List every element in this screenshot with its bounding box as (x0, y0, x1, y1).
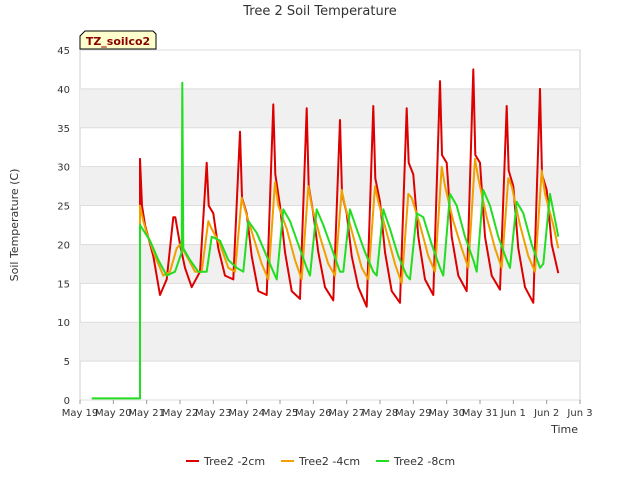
x-tick-label: May 25 (262, 408, 299, 419)
y-tick-label: 25 (57, 202, 70, 213)
x-tick-label: Jun 2 (533, 408, 559, 419)
badge-box (79, 30, 157, 50)
grid-band (80, 88, 580, 128)
series-line-2 (91, 81, 560, 400)
x-tick-label: Jun 3 (566, 408, 592, 419)
series-lines (91, 68, 560, 400)
y-tick-label: 35 (57, 124, 70, 135)
x-tick-label: May 30 (428, 408, 465, 419)
chart-title: Tree 2 Soil Temperature (242, 4, 397, 19)
y-axis-ticks: 0 5 10 15 20 25 30 35 40 45 (57, 46, 70, 407)
y-tick-label: 30 (57, 163, 70, 174)
x-tick-label: May 22 (162, 408, 199, 419)
y-tick-label: 15 (57, 279, 70, 290)
y-tick-label: 40 (57, 85, 70, 96)
y-tick-label: 10 (57, 318, 70, 329)
legend-label-1: Tree2 -4cm (298, 455, 360, 468)
y-tick-label: 0 (64, 396, 70, 407)
x-axis-label: Time (550, 423, 578, 436)
x-tick-label: May 26 (295, 408, 332, 419)
x-tick-label: May 27 (328, 408, 365, 419)
grid-band (80, 322, 580, 362)
x-tick-label: May 31 (462, 408, 499, 419)
x-tick-label: Jun 1 (500, 408, 526, 419)
x-tick-label: May 29 (395, 408, 432, 419)
legend-label-0: Tree2 -2cm (203, 455, 265, 468)
legend: Tree2 -2cm Tree2 -4cm Tree2 -8cm (186, 455, 455, 468)
y-tick-label: 20 (57, 240, 70, 251)
x-tick-label: May 23 (195, 408, 232, 419)
grid-band (80, 166, 580, 206)
legend-label-2: Tree2 -8cm (393, 455, 455, 468)
x-tick-label: May 19 (62, 408, 99, 419)
x-tick-label: May 21 (128, 408, 165, 419)
y-tick-label: 45 (57, 46, 70, 57)
y-tick-label: 5 (64, 357, 70, 368)
badge-text: TZ_soilco2 (86, 35, 150, 48)
plot-background (79, 49, 581, 401)
x-tick-label: May 28 (362, 408, 399, 419)
y-axis-label: Soil Temperature (C) (8, 169, 21, 282)
badge: TZ_soilco2 (79, 30, 157, 50)
x-tick-label: May 20 (95, 408, 132, 419)
x-tick-label: May 24 (228, 408, 265, 419)
